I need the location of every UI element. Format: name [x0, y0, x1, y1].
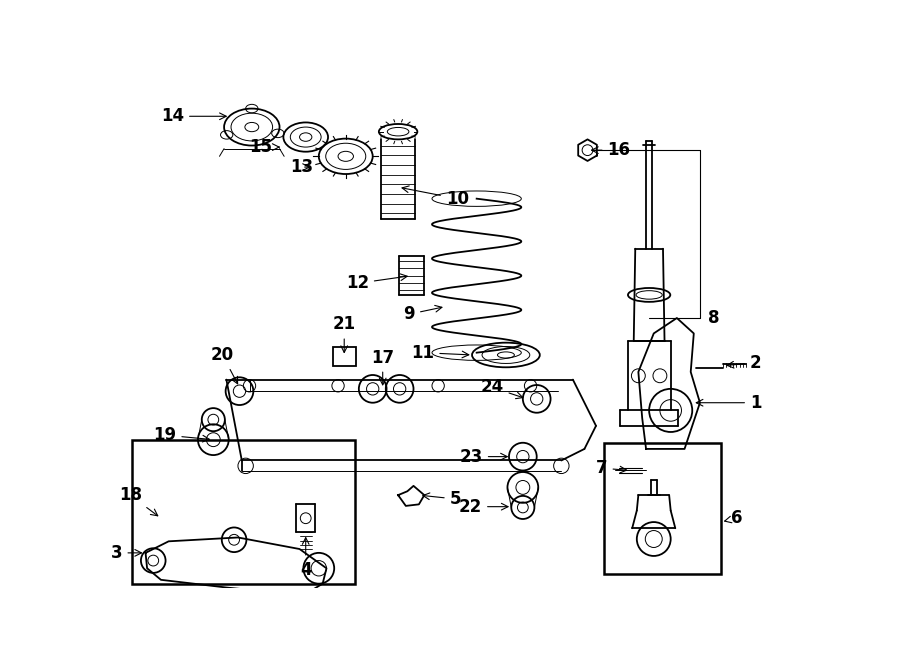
Text: 6: 6: [724, 509, 742, 527]
Text: 8: 8: [707, 309, 719, 327]
Text: 13: 13: [291, 158, 313, 176]
Bar: [131, 440, 355, 584]
Text: 1: 1: [697, 394, 761, 412]
Text: 7: 7: [596, 459, 626, 477]
Text: 21: 21: [333, 315, 356, 352]
Text: 18: 18: [119, 486, 158, 516]
Text: 11: 11: [411, 344, 469, 362]
Text: 2: 2: [727, 354, 761, 371]
Text: 5: 5: [423, 490, 461, 508]
Text: 24: 24: [481, 378, 523, 399]
Text: 3: 3: [111, 544, 141, 562]
Text: 10: 10: [402, 186, 469, 208]
Text: 4: 4: [300, 537, 311, 578]
Bar: [604, 443, 721, 574]
Text: 19: 19: [153, 426, 210, 444]
Text: 15: 15: [249, 138, 279, 156]
Bar: [333, 347, 356, 366]
Text: 14: 14: [161, 107, 226, 126]
Text: 22: 22: [459, 498, 508, 516]
Text: 23: 23: [460, 447, 508, 465]
Text: 12: 12: [346, 274, 407, 292]
Text: 17: 17: [371, 348, 394, 385]
Text: 20: 20: [211, 346, 238, 384]
Text: 16: 16: [591, 141, 631, 159]
Text: 9: 9: [403, 305, 442, 323]
